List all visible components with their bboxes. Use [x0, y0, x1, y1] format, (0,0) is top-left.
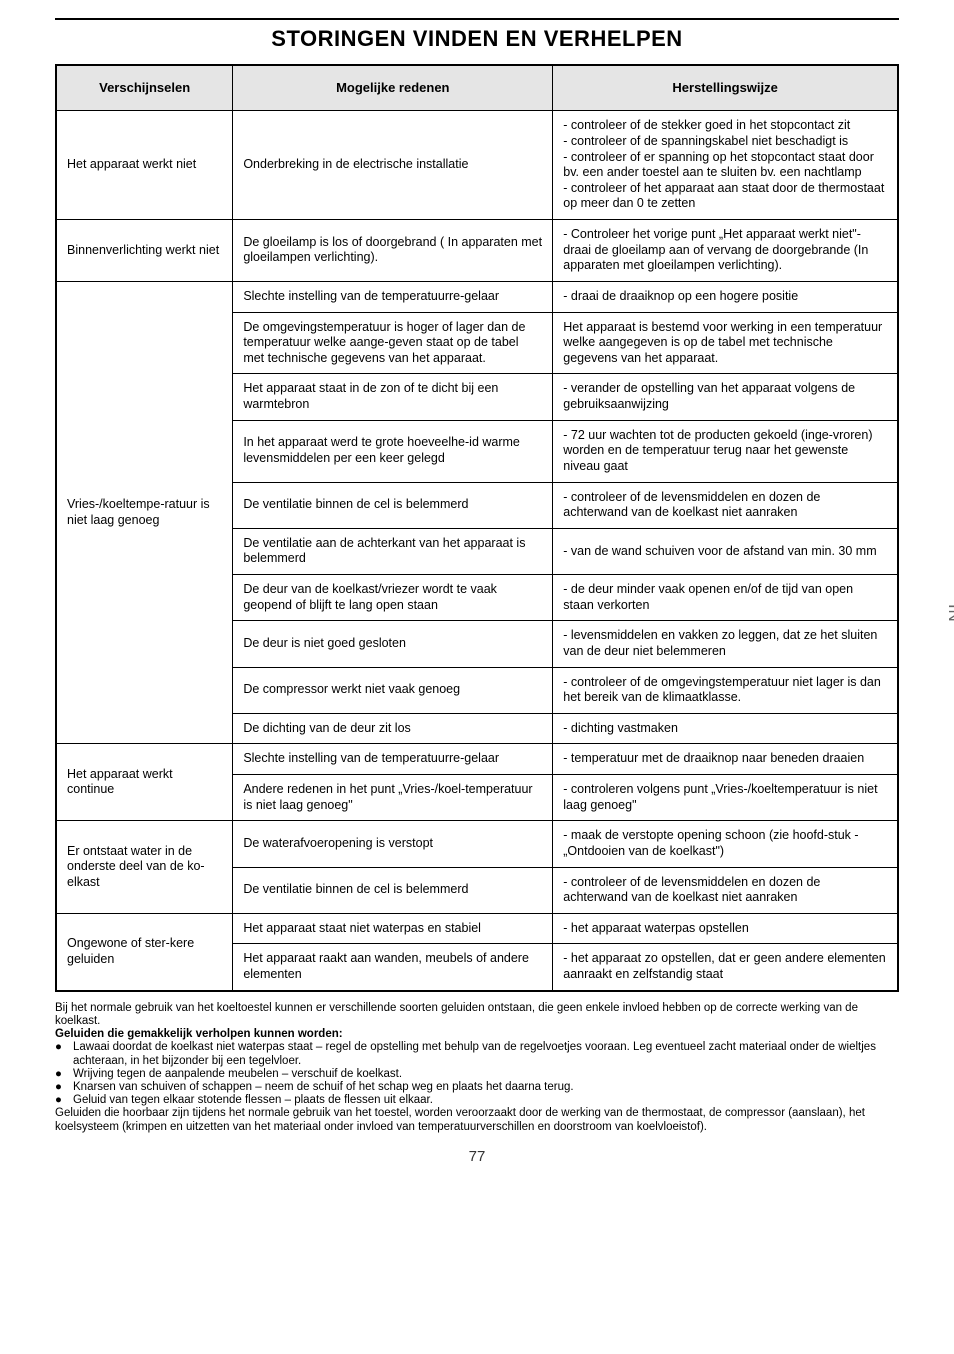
- cell-remedy: - verander de opstelling van het apparaa…: [553, 374, 898, 420]
- cell-symptom: Vries-/koeltempe-ratuur is niet laag gen…: [56, 281, 233, 744]
- footer-bullets: ●Lawaai doordat de koelkast niet waterpa…: [55, 1041, 899, 1107]
- footer-heading: Geluiden die gemakkelijk verholpen kunne…: [55, 1028, 343, 1040]
- cell-symptom: Het apparaat werkt niet: [56, 111, 233, 220]
- footer-intro: Bij het normale gebruik van het koeltoes…: [55, 1002, 899, 1028]
- table-row: Binnenverlichting werkt nietDe gloeilamp…: [56, 220, 898, 282]
- cell-cause: Het apparaat staat niet waterpas en stab…: [233, 913, 553, 944]
- cell-remedy: - de deur minder vaak openen en/of de ti…: [553, 575, 898, 621]
- table-row: Het apparaat werkt continueSlechte inste…: [56, 744, 898, 775]
- cell-cause: Onderbreking in de electrische installat…: [233, 111, 553, 220]
- cell-remedy: - temperatuur met de draaiknop naar bene…: [553, 744, 898, 775]
- table-header-row: Verschijnselen Mogelijke redenen Herstel…: [56, 65, 898, 111]
- cell-remedy: - maak de verstopte opening schoon (zie …: [553, 821, 898, 867]
- troubleshoot-table: Verschijnselen Mogelijke redenen Herstel…: [55, 64, 899, 992]
- cell-symptom: Er ontstaat water in de onderste deel va…: [56, 821, 233, 914]
- cell-remedy: - Controleer het vorige punt „Het appara…: [553, 220, 898, 282]
- cell-cause: Het apparaat raakt aan wanden, meubels o…: [233, 944, 553, 991]
- footer-bullet: ●Geluid van tegen elkaar stotende flesse…: [55, 1094, 899, 1107]
- cell-remedy: - controleer of de stekker goed in het s…: [553, 111, 898, 220]
- cell-remedy: - van de wand schuiven voor de afstand v…: [553, 528, 898, 574]
- bullet-icon: ●: [55, 1081, 73, 1094]
- col-header-symptom: Verschijnselen: [56, 65, 233, 111]
- cell-cause: Slechte instelling van de temperatuurre-…: [233, 744, 553, 775]
- cell-cause: De ventilatie binnen de cel is belemmerd: [233, 867, 553, 913]
- cell-remedy: - draai de draaiknop op een hogere posit…: [553, 281, 898, 312]
- cell-symptom: Ongewone of ster-kere geluiden: [56, 913, 233, 990]
- bullet-icon: ●: [55, 1041, 73, 1067]
- cell-remedy: - controleer of de omgevingstemperatuur …: [553, 667, 898, 713]
- col-header-remedy: Herstellingswijze: [553, 65, 898, 111]
- cell-symptom: Het apparaat werkt continue: [56, 744, 233, 821]
- cell-remedy: - controleer of de levensmiddelen en doz…: [553, 482, 898, 528]
- cell-cause: De waterafvoeropening is verstopt: [233, 821, 553, 867]
- cell-remedy: - het apparaat waterpas opstellen: [553, 913, 898, 944]
- cell-symptom: Binnenverlichting werkt niet: [56, 220, 233, 282]
- cell-cause: In het apparaat werd te grote hoeveelhe-…: [233, 420, 553, 482]
- bullet-icon: ●: [55, 1094, 73, 1107]
- cell-remedy: Het apparaat is bestemd voor werking in …: [553, 312, 898, 374]
- footer-closing: Geluiden die hoorbaar zijn tijdens het n…: [55, 1107, 899, 1133]
- cell-remedy: - dichting vastmaken: [553, 713, 898, 744]
- footer-bullet: ●Wrijving tegen de aanpalende meubelen –…: [55, 1068, 899, 1081]
- cell-remedy: - 72 uur wachten tot de producten gekoel…: [553, 420, 898, 482]
- table-row: Ongewone of ster-kere geluidenHet appara…: [56, 913, 898, 944]
- cell-cause: Het apparaat staat in de zon of te dicht…: [233, 374, 553, 420]
- cell-cause: De ventilatie binnen de cel is belemmerd: [233, 482, 553, 528]
- top-rule: [55, 18, 899, 20]
- table-row: Er ontstaat water in de onderste deel va…: [56, 821, 898, 867]
- bullet-text: Lawaai doordat de koelkast niet waterpas…: [73, 1041, 899, 1067]
- cell-cause: Slechte instelling van de temperatuurre-…: [233, 281, 553, 312]
- page-number: 77: [55, 1148, 899, 1165]
- cell-cause: De compressor werkt niet vaak genoeg: [233, 667, 553, 713]
- cell-cause: De deur is niet goed gesloten: [233, 621, 553, 667]
- footer-bullet: ●Lawaai doordat de koelkast niet waterpa…: [55, 1041, 899, 1067]
- cell-remedy: - levensmiddelen en vakken zo leggen, da…: [553, 621, 898, 667]
- cell-remedy: - controleer of de levensmiddelen en doz…: [553, 867, 898, 913]
- cell-cause: De deur van de koelkast/vriezer wordt te…: [233, 575, 553, 621]
- cell-cause: De omgevingstemperatuur is hoger of lage…: [233, 312, 553, 374]
- bullet-icon: ●: [55, 1068, 73, 1081]
- col-header-cause: Mogelijke redenen: [233, 65, 553, 111]
- bullet-text: Geluid van tegen elkaar stotende flessen…: [73, 1094, 433, 1107]
- footer-bullet: ●Knarsen van schuiven of schappen – neem…: [55, 1081, 899, 1094]
- cell-remedy: - het apparaat zo opstellen, dat er geen…: [553, 944, 898, 991]
- table-row: Het apparaat werkt nietOnderbreking in d…: [56, 111, 898, 220]
- page-container: STORINGEN VINDEN EN VERHELPEN Verschijns…: [0, 0, 954, 1195]
- cell-cause: De dichting van de deur zit los: [233, 713, 553, 744]
- table-body: Het apparaat werkt nietOnderbreking in d…: [56, 111, 898, 991]
- bullet-text: Wrijving tegen de aanpalende meubelen – …: [73, 1068, 402, 1081]
- footer-notes: Bij het normale gebruik van het koeltoes…: [55, 1002, 899, 1134]
- bullet-text: Knarsen van schuiven of schappen – neem …: [73, 1081, 574, 1094]
- side-language-label: NL: [946, 598, 954, 622]
- cell-cause: De gloeilamp is los of doorgebrand ( In …: [233, 220, 553, 282]
- page-title: STORINGEN VINDEN EN VERHELPEN: [55, 26, 899, 52]
- cell-cause: De ventilatie aan de achterkant van het …: [233, 528, 553, 574]
- table-row: Vries-/koeltempe-ratuur is niet laag gen…: [56, 281, 898, 312]
- cell-cause: Andere redenen in het punt „Vries-/koel-…: [233, 775, 553, 821]
- cell-remedy: - controleren volgens punt „Vries-/koelt…: [553, 775, 898, 821]
